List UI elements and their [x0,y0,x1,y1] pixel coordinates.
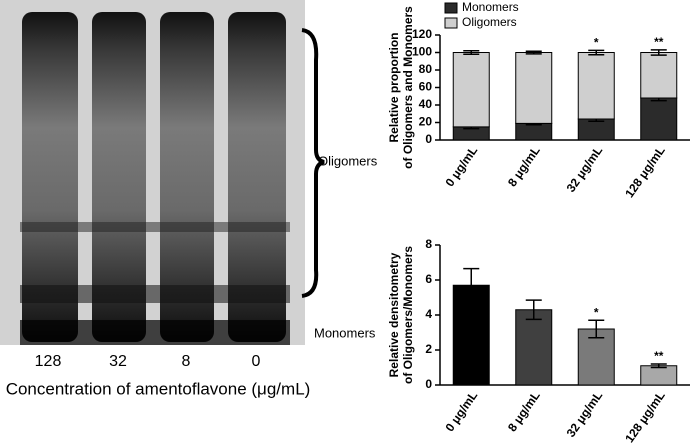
x-tick-label: 32 μg/mL [564,389,606,440]
y-axis-label: Relative densitometry [387,252,401,377]
error-bar [463,267,480,303]
y-tick-label: 4 [425,307,432,321]
bar [640,365,678,386]
x-tick-label: 128 μg/mL [622,389,668,445]
y-tick-label: 120 [412,27,432,41]
bar [515,309,553,386]
error-bar [650,49,667,56]
x-tick-label: 32 μg/mL [564,144,606,195]
legend-label: Monomers [462,0,519,14]
significance: ** [654,349,664,363]
legend-label: Oligomers [462,15,517,29]
gel-image [0,0,305,345]
y-tick-label: 8 [425,237,432,251]
x-tick-label: 0 μg/mL [442,389,480,435]
bar-segment [452,52,490,128]
y-axis-label: of Oligomers and Monomers [401,6,415,169]
band-label: Monomers [314,325,376,340]
y-tick-label: 0 [425,132,432,146]
error-bar [463,50,480,55]
bar-segment [577,52,615,120]
y-axis-label: Relative proportion [387,32,401,142]
y-tick-label: 40 [419,97,433,111]
bar-segment [515,52,553,124]
error-bar [588,49,605,56]
significance: * [594,35,599,49]
bar-segment [640,97,678,141]
lane-label: 0 [252,353,261,370]
bar-segment [640,52,678,99]
y-tick-label: 100 [412,45,432,59]
legend-swatch [444,17,458,29]
lane-label: 8 [182,353,191,370]
lane-label: 32 [109,353,127,370]
x-tick-label: 128 μg/mL [622,144,668,201]
bracket [301,28,325,298]
error-bar [525,299,542,321]
lane-label: 128 [35,353,62,370]
error-bar [650,363,667,369]
x-tick-label: 0 μg/mL [442,144,480,190]
error-bar [588,319,605,339]
gel-x-label: Concentration of amentoflavone (μg/mL) [6,379,311,398]
y-tick-label: 60 [419,80,433,94]
x-tick-label: 8 μg/mL [505,389,543,435]
band-label: Oligomers [318,153,378,168]
y-tick-label: 0 [425,377,432,391]
bar-segment [515,122,553,141]
y-tick-label: 20 [419,115,433,129]
x-tick-label: 8 μg/mL [505,144,543,190]
significance: * [594,305,599,319]
error-bar [525,50,542,55]
legend-swatch [444,2,458,14]
y-tick-label: 80 [419,62,433,76]
significance: ** [654,35,664,49]
y-tick-label: 6 [425,272,432,286]
bar-segment [577,118,615,141]
y-axis-label: of Oligomers/Monomers [401,246,415,384]
y-tick-label: 2 [425,342,432,356]
